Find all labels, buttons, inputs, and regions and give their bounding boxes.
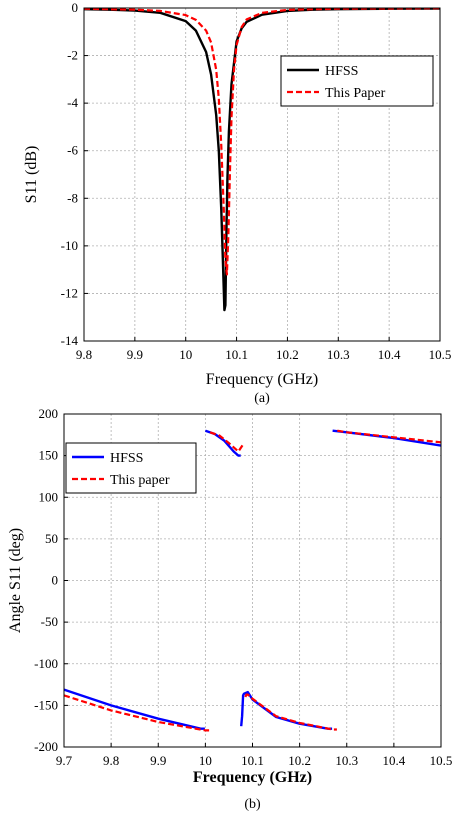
- chart-b-x-tick-label: 9.7: [56, 753, 73, 768]
- chart-a-x-tick-label: 10.1: [225, 347, 248, 362]
- chart-a-x-tick-label: 10.4: [378, 347, 401, 362]
- chart-b-y-tick-label: 50: [45, 531, 58, 546]
- chart-a-series: [84, 8, 440, 312]
- chart-b-y-tick-label: -150: [34, 697, 58, 712]
- chart-a-y-tick-label: -14: [61, 333, 79, 348]
- chart-b-x-tick-label: 10.2: [288, 753, 311, 768]
- chart-a-x-tick-label: 10.2: [276, 347, 299, 362]
- chart-a-legend-label: This Paper: [325, 86, 386, 101]
- chart-b-x-axis-label: Frequency (GHz): [193, 769, 312, 786]
- chart-a-subcaption: (a): [254, 391, 270, 406]
- chart-b-x-tick-label: 10.1: [241, 753, 264, 768]
- chart-a-series-hfss: [84, 8, 440, 312]
- chart-b-y-tick-label: 100: [39, 489, 59, 504]
- chart-a-frame: [83, 7, 441, 342]
- chart-b-series: [64, 429, 441, 732]
- chart-b-y-tick-label: -200: [34, 739, 58, 754]
- chart-b-series-this-paper: [64, 429, 441, 732]
- chart-a-y-tick-label: -12: [61, 285, 78, 300]
- chart-a-x-tick-label: 9.8: [76, 347, 92, 362]
- chart-a-x-tick-label: 10: [179, 347, 192, 362]
- chart-b-x-tick-label: 10.4: [383, 753, 406, 768]
- chart-a-x-tick-label: 10.3: [327, 347, 350, 362]
- chart-b-y-axis-label: Angle S11 (deg): [7, 528, 24, 633]
- chart-b-grid: [64, 414, 441, 747]
- chart-b: 9.7 9.8 9.9 10 10.1 10.2 10.3 10.4 10.5 200 150 100…: [7, 406, 452, 812]
- chart-b-subcaption: (b): [244, 797, 261, 812]
- chart-a-legend-box: [280, 55, 434, 107]
- chart-a-y-tick-label: -2: [67, 48, 78, 63]
- chart-b-y-tick-label: -100: [34, 656, 58, 671]
- chart-b-y-tick-label: 150: [39, 448, 59, 463]
- chart-a: 9.8 9.9 10 10.1 10.2 10.3 10.4 10.5 0 -2 -4 -6 -8 -10…: [23, 0, 451, 406]
- chart-b-legend: HFSS This paper: [65, 442, 197, 494]
- chart-b-y-tick-label: -50: [41, 614, 58, 629]
- chart-a-y-tick-label: -10: [61, 238, 78, 253]
- chart-b-legend-label: HFSS: [110, 451, 143, 466]
- chart-a-x-tick-label: 10.5: [429, 347, 452, 362]
- chart-a-ticks: 9.8 9.9 10 10.1 10.2 10.3 10.4 10.5 0 -2 -4 -6 -8 -10…: [61, 0, 452, 362]
- chart-a-x-axis-label: Frequency (GHz): [206, 371, 318, 388]
- chart-b-x-tick-label: 9.8: [103, 753, 119, 768]
- chart-b-legend-box: [65, 442, 197, 494]
- chart-a-legend: HFSS This Paper: [280, 55, 434, 107]
- chart-a-y-tick-label: 0: [72, 0, 79, 15]
- chart-a-series-this-paper: [84, 8, 440, 276]
- chart-a-legend-label: HFSS: [325, 64, 358, 79]
- chart-b-ticks: 9.7 9.8 9.9 10 10.1 10.2 10.3 10.4 10.5 200 150 100…: [34, 406, 452, 768]
- chart-a-y-tick-label: -4: [67, 95, 78, 110]
- chart-b-x-tick-label: 10.3: [335, 753, 358, 768]
- chart-b-legend-label: This paper: [110, 473, 170, 488]
- chart-b-x-tick-label: 10.5: [430, 753, 453, 768]
- chart-a-x-tick-label: 9.9: [127, 347, 143, 362]
- chart-a-y-axis-label: S11 (dB): [23, 146, 40, 204]
- chart-b-x-tick-label: 9.9: [150, 753, 166, 768]
- chart-b-y-tick-label: 200: [39, 406, 59, 421]
- chart-a-y-tick-label: -8: [67, 190, 78, 205]
- chart-b-x-tick-label: 10: [199, 753, 212, 768]
- chart-b-y-tick-label: 0: [52, 573, 59, 588]
- chart-a-y-tick-label: -6: [67, 143, 78, 158]
- chart-b-series-hfss: [64, 429, 441, 730]
